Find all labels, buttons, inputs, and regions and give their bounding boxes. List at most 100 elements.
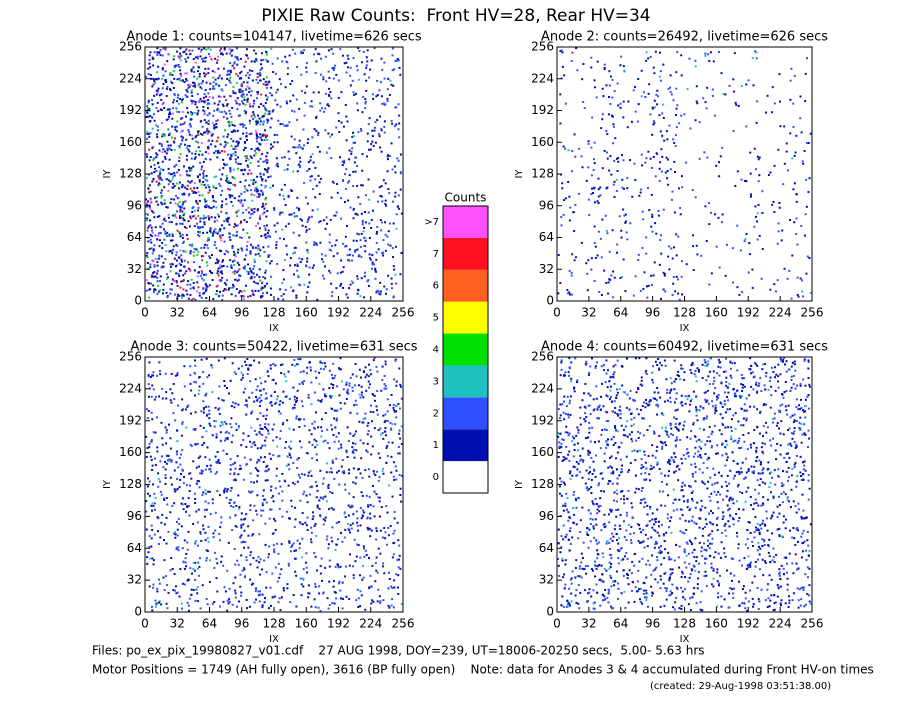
texture-pixel <box>154 508 157 511</box>
texture-pixel <box>205 430 208 433</box>
texture-pixel <box>204 99 207 102</box>
texture-pixel <box>209 82 212 85</box>
texture-pixel <box>187 56 190 59</box>
texture-pixel <box>195 482 198 485</box>
texture-pixel <box>259 172 262 175</box>
texture-pixel <box>179 222 182 225</box>
texture-pixel <box>360 212 363 215</box>
texture-pixel <box>151 529 154 532</box>
texture-pixel <box>281 211 284 214</box>
texture-pixel <box>283 258 286 261</box>
texture-pixel <box>255 587 258 590</box>
texture-pixel <box>154 226 157 229</box>
texture-pixel <box>804 213 807 216</box>
texture-pixel <box>162 228 165 231</box>
texture-pixel <box>391 200 394 203</box>
texture-pixel <box>256 447 259 450</box>
texture-pixel <box>351 135 354 138</box>
x-tick-label: 96 <box>234 306 249 320</box>
texture-pixel <box>208 458 211 461</box>
texture-pixel <box>343 472 346 475</box>
texture-pixel <box>255 58 258 61</box>
texture-pixel <box>236 210 239 213</box>
texture-pixel <box>165 429 168 432</box>
texture-pixel <box>196 281 199 284</box>
texture-pixel <box>755 51 758 54</box>
texture-pixel <box>801 290 804 293</box>
texture-pixel <box>197 133 200 136</box>
texture-pixel <box>259 558 262 561</box>
texture-pixel <box>364 412 367 415</box>
texture-pixel <box>206 376 209 379</box>
texture-pixel <box>324 227 327 230</box>
texture-pixel <box>226 569 229 572</box>
texture-pixel <box>268 254 271 257</box>
texture-pixel <box>229 169 232 172</box>
texture-pixel <box>250 270 253 273</box>
texture-pixel <box>365 89 368 92</box>
texture-pixel <box>391 168 394 171</box>
texture-pixel <box>246 372 249 375</box>
texture-pixel <box>361 223 364 226</box>
texture-pixel <box>380 129 383 132</box>
texture-pixel <box>647 150 650 153</box>
texture-pixel <box>698 157 701 160</box>
texture-pixel <box>259 377 262 380</box>
texture-pixel <box>761 211 764 214</box>
texture-pixel <box>186 405 189 408</box>
texture-pixel <box>266 235 269 238</box>
texture-pixel <box>216 462 219 465</box>
texture-pixel <box>190 477 193 480</box>
texture-pixel <box>361 169 364 172</box>
texture-pixel <box>605 130 608 133</box>
texture-pixel <box>235 526 238 529</box>
texture-pixel <box>231 247 234 250</box>
texture-pixel <box>675 233 678 236</box>
texture-pixel <box>784 518 787 521</box>
texture-pixel <box>314 178 317 181</box>
texture-pixel <box>196 521 199 524</box>
texture-pixel <box>164 244 167 247</box>
texture-pixel <box>180 473 183 476</box>
texture-pixel <box>622 159 625 162</box>
texture-pixel <box>299 370 302 373</box>
texture-pixel <box>242 81 245 84</box>
texture-pixel <box>780 239 783 242</box>
texture-pixel <box>256 282 259 285</box>
texture-pixel <box>320 367 323 370</box>
texture-pixel <box>277 455 280 458</box>
texture-pixel <box>366 132 369 135</box>
texture-pixel <box>307 471 310 474</box>
texture-pixel <box>345 398 348 401</box>
texture-pixel <box>180 260 183 263</box>
texture-pixel <box>157 477 160 480</box>
texture-pixel <box>212 536 215 539</box>
texture-pixel <box>330 467 333 470</box>
texture-pixel <box>235 234 238 237</box>
texture-pixel <box>174 536 177 539</box>
texture-pixel <box>350 527 353 530</box>
texture-pixel <box>169 180 172 183</box>
texture-pixel <box>176 284 179 287</box>
texture-pixel <box>374 277 377 280</box>
texture-pixel <box>176 244 179 247</box>
texture-pixel <box>254 378 257 381</box>
texture-pixel <box>158 215 161 218</box>
texture-pixel <box>260 382 263 385</box>
texture-pixel <box>287 463 290 466</box>
texture-pixel <box>232 250 235 253</box>
texture-pixel <box>246 245 249 248</box>
texture-pixel <box>295 206 298 209</box>
texture-pixel <box>197 47 200 50</box>
texture-pixel <box>227 180 230 183</box>
texture-pixel <box>292 386 295 389</box>
texture-pixel <box>343 512 346 515</box>
texture-pixel <box>195 588 198 591</box>
texture-pixel <box>597 202 600 205</box>
texture-pixel <box>332 69 335 72</box>
texture-pixel <box>186 184 189 187</box>
texture-pixel <box>282 390 285 393</box>
texture-pixel <box>365 494 368 497</box>
texture-pixel <box>316 443 319 446</box>
texture-pixel <box>230 441 233 444</box>
